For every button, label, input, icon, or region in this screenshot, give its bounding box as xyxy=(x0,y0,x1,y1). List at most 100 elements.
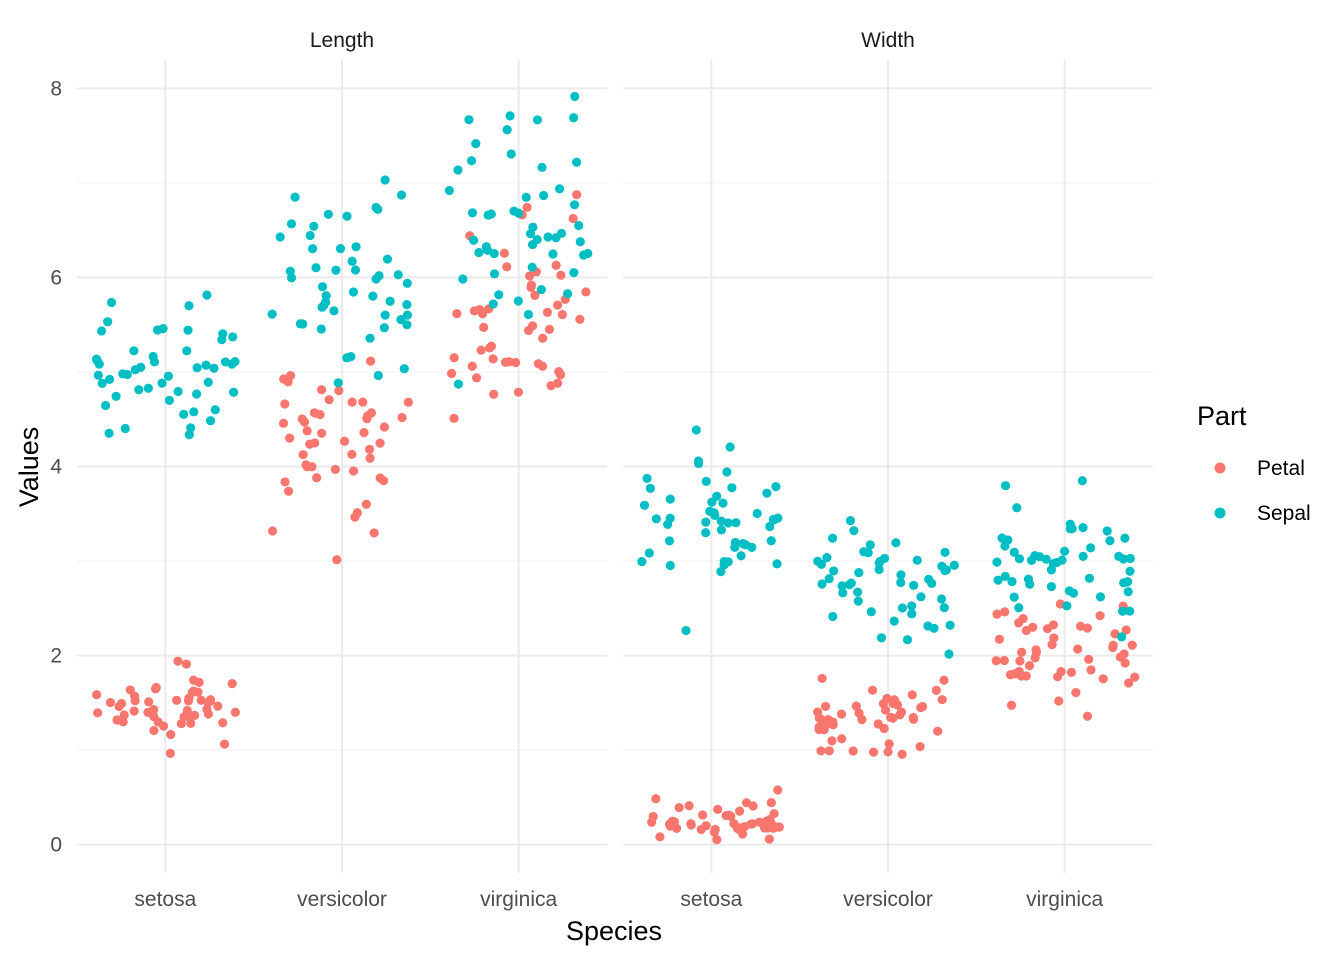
data-point-petal xyxy=(364,444,375,454)
data-point-sepal xyxy=(368,291,378,301)
data-point-sepal xyxy=(106,297,117,308)
data-point-petal xyxy=(1095,611,1105,621)
data-point-sepal xyxy=(772,559,782,569)
data-point-sepal xyxy=(993,575,1003,585)
legend-title: Part xyxy=(1197,401,1247,431)
data-point-sepal xyxy=(267,309,277,319)
data-point-sepal xyxy=(275,232,285,242)
data-point-sepal xyxy=(523,309,534,320)
data-point-sepal xyxy=(1117,606,1128,616)
data-point-sepal xyxy=(637,556,647,567)
data-point-sepal xyxy=(863,548,873,558)
data-point-sepal xyxy=(483,210,493,220)
data-point-sepal xyxy=(365,333,375,343)
data-point-sepal xyxy=(896,577,906,588)
data-point-sepal xyxy=(1026,555,1037,565)
data-point-petal xyxy=(285,371,296,381)
data-point-petal xyxy=(937,695,947,705)
data-point-sepal xyxy=(393,270,403,280)
data-point-petal xyxy=(991,656,1001,666)
legend-label-sepal: Sepal xyxy=(1257,502,1311,525)
legend: Petal Sepal xyxy=(1214,457,1311,525)
data-point-petal xyxy=(305,439,315,449)
data-point-petal xyxy=(1024,661,1035,671)
data-point-petal xyxy=(1054,696,1064,706)
data-point-sepal xyxy=(1077,476,1087,486)
data-point-petal xyxy=(230,707,240,717)
data-point-sepal xyxy=(1060,546,1070,556)
data-point-petal xyxy=(1006,700,1017,710)
text-layer: Species Values Part Length setosa versicol… xyxy=(14,29,1247,946)
data-point-petal xyxy=(176,719,186,729)
data-point-sepal xyxy=(120,423,130,434)
data-point-petal xyxy=(773,785,783,795)
data-point-sepal xyxy=(385,296,395,306)
data-point-petal xyxy=(93,708,103,718)
data-point-sepal xyxy=(663,519,673,530)
data-point-sepal xyxy=(681,625,691,636)
data-point-petal xyxy=(538,333,548,343)
data-point-sepal xyxy=(290,192,300,202)
data-point-petal xyxy=(499,248,509,258)
data-point-petal xyxy=(361,499,371,509)
data-point-petal xyxy=(280,477,290,487)
data-point-petal xyxy=(748,801,758,811)
x-axis-title: Species xyxy=(566,916,662,946)
x-tick-label: virginica xyxy=(480,888,557,911)
data-point-sepal xyxy=(317,282,328,292)
data-point-sepal xyxy=(489,269,500,279)
data-point-petal xyxy=(907,690,917,700)
data-point-sepal xyxy=(709,508,719,518)
data-point-sepal xyxy=(396,190,407,200)
y-tick-label: 4 xyxy=(50,456,62,479)
data-point-sepal xyxy=(923,621,933,631)
data-point-petal xyxy=(817,673,827,684)
data-point-petal xyxy=(196,695,206,705)
data-point-petal xyxy=(188,686,199,696)
data-point-sepal xyxy=(891,538,901,548)
data-point-petal xyxy=(524,271,535,281)
data-point-sepal xyxy=(444,185,454,196)
data-point-sepal xyxy=(100,400,111,411)
data-point-petal xyxy=(185,711,195,721)
data-point-petal xyxy=(369,528,379,538)
data-point-petal xyxy=(555,370,566,380)
data-point-sepal xyxy=(373,370,383,381)
data-point-sepal xyxy=(285,266,295,276)
data-point-sepal xyxy=(846,578,856,588)
data-point-sepal xyxy=(182,346,192,356)
data-point-petal xyxy=(651,794,661,804)
data-point-sepal xyxy=(824,574,834,584)
data-point-petal xyxy=(698,810,708,820)
data-point-petal xyxy=(542,307,553,317)
data-point-sepal xyxy=(738,539,748,549)
data-point-petal xyxy=(747,819,758,829)
data-point-petal xyxy=(931,685,941,695)
data-point-petal xyxy=(851,701,861,711)
data-point-sepal xyxy=(845,516,856,526)
data-point-sepal xyxy=(1023,574,1034,584)
data-point-sepal xyxy=(1000,571,1010,581)
data-point-sepal xyxy=(849,526,859,536)
data-point-sepal xyxy=(569,268,579,278)
data-point-sepal xyxy=(1014,603,1024,613)
data-point-petal xyxy=(218,718,228,728)
data-point-sepal xyxy=(96,326,107,336)
data-point-petal xyxy=(149,705,159,715)
data-point-sepal xyxy=(639,500,650,510)
data-point-petal xyxy=(710,824,720,835)
data-point-petal xyxy=(824,746,834,756)
data-point-sepal xyxy=(907,609,917,619)
data-point-petal xyxy=(339,436,350,446)
data-point-sepal xyxy=(876,633,887,643)
data-point-sepal xyxy=(311,263,321,273)
data-point-petal xyxy=(1000,607,1010,617)
data-point-petal xyxy=(994,634,1004,644)
data-point-petal xyxy=(1082,711,1093,721)
data-point-sepal xyxy=(527,262,537,272)
data-point-petal xyxy=(267,526,278,536)
data-point-petal xyxy=(330,464,340,474)
data-point-sepal xyxy=(768,514,778,525)
data-point-petal xyxy=(365,453,375,463)
data-point-sepal xyxy=(752,508,762,519)
